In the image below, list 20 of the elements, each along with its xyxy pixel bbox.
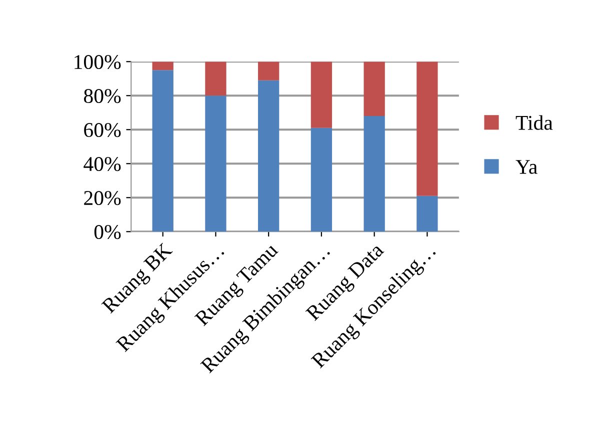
- bar: [364, 116, 385, 232]
- bar: [205, 96, 226, 232]
- bar: [416, 196, 438, 232]
- y-tick-label: 20%: [84, 191, 121, 206]
- legend-label: Ya: [516, 160, 538, 174]
- y-tick-label: 0%: [94, 225, 121, 240]
- bar: [205, 62, 226, 96]
- legend-label: Tida: [516, 115, 553, 130]
- bar: [364, 62, 385, 116]
- y-tick-label: 80%: [84, 89, 121, 104]
- y-tick-label: 100%: [74, 55, 121, 70]
- bar: [310, 62, 332, 128]
- y-tick-label: 40%: [84, 157, 121, 172]
- bar: [258, 62, 280, 80]
- bar: [310, 128, 332, 232]
- bar: [416, 62, 438, 196]
- y-tick-label: 60%: [84, 123, 121, 138]
- bar: [152, 70, 174, 232]
- bar: [152, 62, 174, 70]
- bar: [258, 80, 280, 232]
